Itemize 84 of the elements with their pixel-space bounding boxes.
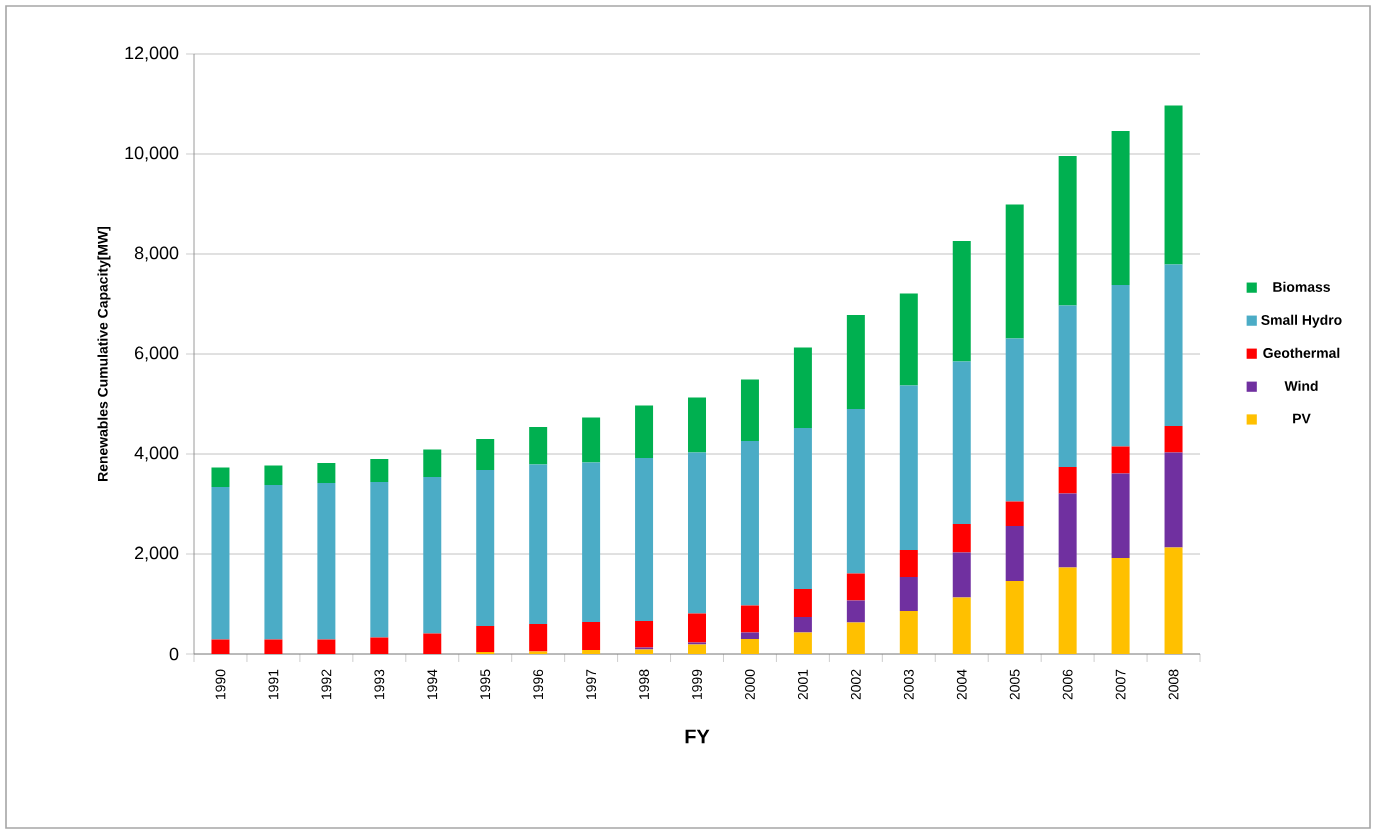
bar [688, 613, 707, 643]
x-axis-title: FY [685, 729, 710, 744]
bar [582, 622, 601, 650]
bar [211, 467, 230, 487]
bar [476, 470, 495, 626]
y-tick-label: 10,000 [125, 146, 179, 162]
bar [1111, 473, 1130, 558]
bar [740, 605, 759, 633]
bar [423, 449, 442, 477]
bar [1058, 493, 1077, 568]
bar [370, 482, 389, 638]
bar [317, 463, 336, 483]
bar [846, 622, 865, 654]
bar [688, 644, 707, 654]
bar [1111, 285, 1130, 447]
bar [846, 600, 865, 623]
bar [952, 361, 971, 524]
bar [740, 632, 759, 639]
bar [1111, 558, 1130, 654]
bar [317, 639, 336, 654]
bar [529, 624, 548, 652]
bar [740, 639, 759, 654]
bar [635, 621, 654, 648]
y-tick-label: 0 [169, 647, 179, 661]
bar [793, 428, 812, 589]
bar [635, 405, 654, 458]
bar [952, 597, 971, 654]
bar [793, 617, 812, 633]
bar [793, 347, 812, 428]
bar [1164, 547, 1183, 654]
bar [899, 293, 918, 386]
bar [846, 315, 865, 409]
bar [529, 427, 548, 465]
bar [423, 633, 442, 654]
bar [476, 439, 495, 470]
bar [476, 626, 495, 652]
bar [1058, 155, 1077, 306]
bar [1111, 130, 1130, 285]
bar [740, 441, 759, 606]
bar [793, 632, 812, 654]
bar [899, 577, 918, 611]
bar [1058, 305, 1077, 467]
bar [370, 459, 389, 482]
bar [952, 240, 971, 362]
bar [529, 464, 548, 624]
bar [211, 487, 230, 640]
bar [582, 417, 601, 463]
bar [317, 483, 336, 640]
bar [740, 379, 759, 441]
y-tick-label: 2,000 [135, 546, 179, 562]
bar [1058, 567, 1077, 654]
bar [1005, 501, 1024, 526]
bar [370, 637, 389, 654]
bar [1005, 204, 1024, 339]
bar [793, 589, 812, 617]
bar [688, 397, 707, 453]
bar [211, 639, 230, 654]
bar [899, 550, 918, 577]
bar [1005, 581, 1024, 654]
bar [1005, 338, 1024, 502]
bar [688, 452, 707, 614]
bar [899, 611, 918, 654]
bar [1164, 426, 1183, 453]
bar [423, 477, 442, 634]
bar [264, 465, 283, 485]
bar [264, 485, 283, 640]
bar [1005, 526, 1024, 581]
bar [635, 458, 654, 621]
y-tick-label: 12,000 [125, 46, 179, 62]
bar [1058, 467, 1077, 494]
bar [846, 409, 865, 574]
bar [952, 552, 971, 598]
bar [264, 639, 283, 654]
y-tick-label: 8,000 [134, 246, 179, 262]
bar [846, 573, 865, 601]
bar [1164, 105, 1183, 265]
y-tick-label: 4,000 [134, 446, 179, 462]
bar [899, 385, 918, 550]
bar [1164, 264, 1183, 426]
bar [1164, 452, 1183, 548]
bar [952, 524, 971, 553]
bar [582, 462, 601, 622]
y-tick-label: 6,000 [135, 346, 179, 362]
bar [1111, 446, 1130, 474]
